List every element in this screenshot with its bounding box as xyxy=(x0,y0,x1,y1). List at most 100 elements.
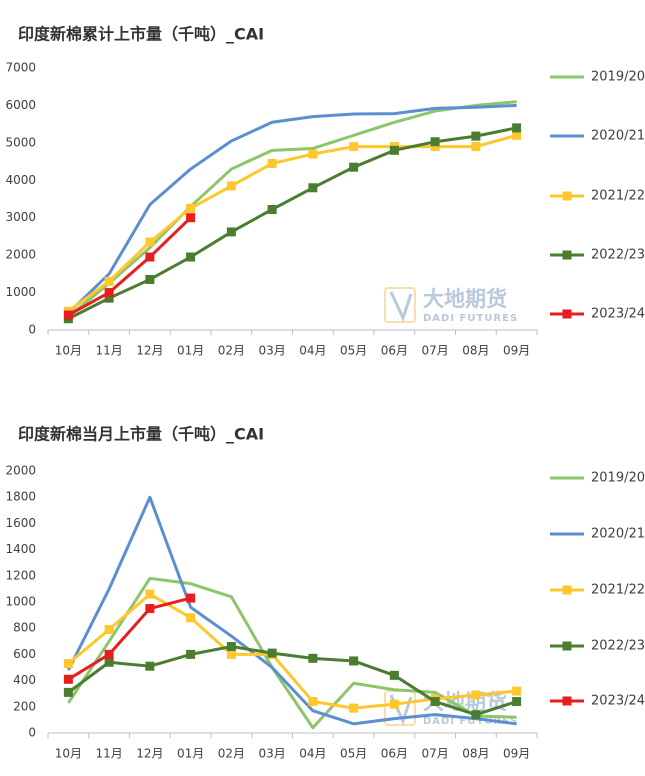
y-tick-label: 1000 xyxy=(5,285,36,299)
y-tick-label: 6000 xyxy=(5,98,36,112)
series-line xyxy=(67,126,517,321)
point xyxy=(349,162,359,172)
point xyxy=(104,625,114,635)
legend-label: 2019/20 xyxy=(591,70,645,85)
legend-marker xyxy=(562,309,572,319)
x-tick-label: 07月 xyxy=(421,747,448,761)
legend-label: 2022/23 xyxy=(591,639,645,654)
legend-label: 2021/22 xyxy=(591,189,645,204)
series-line xyxy=(67,592,517,710)
point xyxy=(226,649,236,659)
y-tick-label: 1200 xyxy=(5,568,36,582)
y-tick-label: 200 xyxy=(13,699,36,713)
legend-label: 2020/21 xyxy=(591,129,645,144)
point xyxy=(186,252,196,262)
point xyxy=(63,310,73,320)
y-tick-label: 3000 xyxy=(5,210,36,224)
series-line xyxy=(67,216,192,317)
series-line xyxy=(67,576,517,730)
x-tick-label: 03月 xyxy=(258,344,285,358)
point xyxy=(186,613,196,623)
x-tick-label: 02月 xyxy=(218,747,245,761)
point xyxy=(104,276,114,286)
point xyxy=(186,649,196,659)
x-tick-label: 06月 xyxy=(381,747,408,761)
series-line xyxy=(67,645,518,717)
point xyxy=(430,697,440,707)
watermark-subtitle: DADI FUTURES xyxy=(423,716,518,727)
series-line xyxy=(67,596,191,681)
watermark-title: 大地期货 xyxy=(423,287,507,311)
x-tick-label: 05月 xyxy=(340,344,367,358)
point xyxy=(512,697,522,707)
x-tick-label: 03月 xyxy=(258,747,285,761)
point xyxy=(471,131,481,141)
series-line xyxy=(67,100,517,319)
point xyxy=(389,670,399,680)
point xyxy=(145,252,155,262)
point xyxy=(430,137,440,147)
point xyxy=(389,145,399,155)
legend-label: 2022/23 xyxy=(591,248,645,263)
x-tick-label: 05月 xyxy=(340,747,367,761)
y-tick-label: 800 xyxy=(13,621,36,635)
point xyxy=(226,642,236,652)
point xyxy=(267,204,277,214)
point xyxy=(63,687,73,697)
x-tick-label: 12月 xyxy=(136,747,163,761)
point xyxy=(145,589,155,599)
point xyxy=(308,149,318,159)
legend-label: 2023/24 xyxy=(591,694,645,709)
y-tick-label: 1800 xyxy=(5,490,36,504)
point xyxy=(349,703,359,713)
point xyxy=(104,293,114,303)
legend-marker xyxy=(562,585,572,595)
point xyxy=(104,657,114,667)
x-tick-label: 01月 xyxy=(177,344,204,358)
point xyxy=(63,659,73,669)
point xyxy=(512,686,522,696)
x-tick-label: 01月 xyxy=(177,747,204,761)
legend-label: 2023/24 xyxy=(591,307,645,322)
point xyxy=(471,142,481,152)
legend-label: 2019/20 xyxy=(591,471,645,486)
y-tick-label: 1000 xyxy=(5,595,36,609)
point xyxy=(145,274,155,284)
legend-label: 2021/22 xyxy=(591,583,645,598)
y-tick-label: 400 xyxy=(13,673,36,687)
legend-marker xyxy=(562,696,572,706)
point xyxy=(267,648,277,658)
point xyxy=(308,183,318,193)
x-tick-label: 10月 xyxy=(55,747,82,761)
x-tick-label: 09月 xyxy=(503,747,530,761)
point xyxy=(145,661,155,671)
point xyxy=(104,649,114,659)
point xyxy=(512,130,522,140)
point xyxy=(186,213,196,223)
point xyxy=(308,653,318,663)
point xyxy=(226,181,236,191)
series-line xyxy=(67,495,517,726)
x-tick-label: 09月 xyxy=(503,344,530,358)
watermark-logo xyxy=(384,287,416,323)
point xyxy=(308,697,318,707)
point xyxy=(430,142,440,152)
y-tick-label: 0 xyxy=(28,323,36,337)
legend-marker xyxy=(562,641,572,651)
chart-title: 印度新棉当月上市量（千吨）_CAI xyxy=(18,425,264,444)
y-tick-label: 1600 xyxy=(5,516,36,530)
x-tick-label: 10月 xyxy=(55,344,82,358)
point xyxy=(186,593,196,603)
point xyxy=(471,690,481,700)
x-tick-label: 12月 xyxy=(136,344,163,358)
point xyxy=(349,142,359,152)
y-tick-label: 600 xyxy=(13,647,36,661)
legend-marker xyxy=(562,250,572,260)
point xyxy=(267,158,277,168)
legend-label: 2020/21 xyxy=(591,527,645,542)
x-tick-label: 11月 xyxy=(95,747,122,761)
point xyxy=(186,203,196,213)
point xyxy=(471,710,481,720)
x-tick-label: 04月 xyxy=(299,747,326,761)
